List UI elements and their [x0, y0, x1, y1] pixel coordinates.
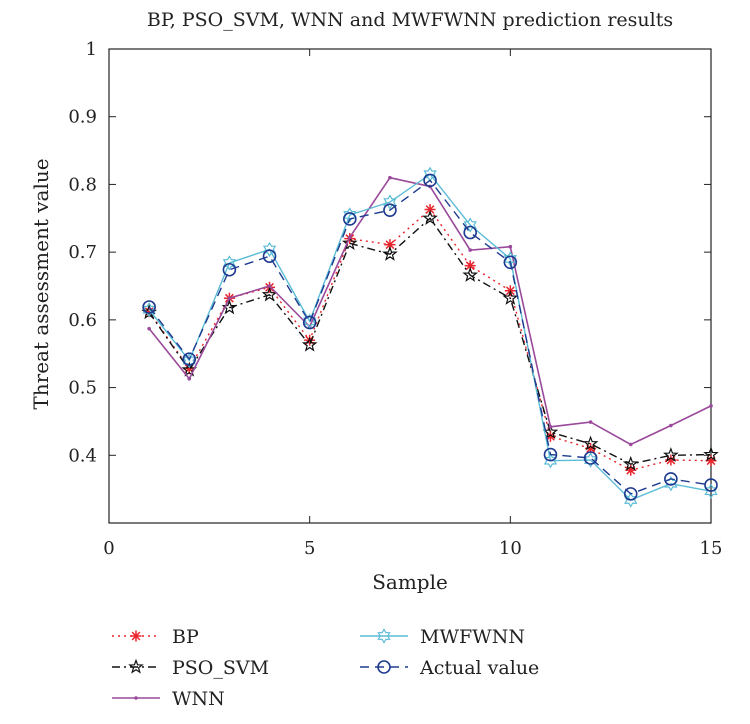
data-point [383, 194, 397, 210]
data-point [548, 425, 553, 429]
series-actual-value [142, 173, 718, 501]
data-point [221, 299, 238, 315]
legend-label: Actual value [419, 657, 539, 679]
data-point [705, 455, 717, 467]
data-point [622, 455, 639, 471]
plot-border [108, 48, 712, 524]
data-point [422, 210, 438, 225]
data-point [341, 235, 358, 251]
y-tick-label: 0.6 [68, 310, 97, 331]
data-point [301, 336, 318, 352]
y-tick-label: 0.7 [68, 242, 97, 263]
data-point [583, 451, 598, 465]
x-axis-label: Sample [372, 570, 448, 594]
series-line [148, 179, 712, 495]
legend-marker [134, 696, 138, 700]
y-axis-label: Threat assessment value [29, 158, 53, 409]
legend-label: MWFWNN [420, 626, 525, 648]
x-tick-label: 10 [499, 538, 522, 559]
data-point [628, 442, 633, 447]
data-point [543, 447, 558, 462]
data-point [267, 284, 272, 288]
legend-entry: BP [112, 626, 199, 648]
plot-area [108, 48, 712, 524]
x-axis: 0 5 10 15 [103, 49, 722, 559]
data-point [663, 447, 679, 462]
data-point [669, 423, 673, 428]
legend-marker [377, 660, 391, 674]
x-tick-label: 0 [103, 538, 114, 559]
data-point [382, 245, 398, 261]
legend-label: WNN [172, 688, 225, 710]
data-point [147, 326, 151, 331]
data-point [709, 404, 713, 408]
legend-marker [377, 628, 391, 644]
data-point [187, 376, 192, 381]
y-tick-label: 0.5 [68, 378, 97, 399]
x-tick-label: 15 [700, 538, 723, 559]
data-point [462, 266, 479, 282]
y-tick-label: 1 [86, 39, 97, 60]
data-point [348, 235, 352, 240]
data-point [388, 175, 392, 180]
data-point [468, 248, 473, 252]
series-line [148, 208, 712, 471]
data-point [502, 289, 519, 305]
data-point [503, 255, 518, 270]
legend-entry: PSO_SVM [112, 657, 269, 679]
legend-entry: MWFWNN [360, 626, 525, 648]
data-point [302, 315, 317, 330]
legend-label: BP [172, 626, 199, 648]
legend-entry: WNN [112, 688, 225, 710]
data-point [262, 249, 277, 264]
data-point [342, 212, 357, 226]
series-layer [141, 166, 719, 508]
data-point [383, 203, 397, 217]
data-point [303, 313, 317, 329]
y-tick-label: 0.4 [68, 445, 97, 466]
data-point [623, 487, 638, 501]
data-point [664, 472, 678, 486]
y-tick-label: 0.8 [68, 174, 97, 195]
legend-marker [128, 658, 144, 674]
series-line [148, 217, 712, 465]
legend: BP PSO_SVM WNN MWFWNN Actual value [112, 626, 539, 710]
y-tick-label: 0.9 [68, 107, 97, 128]
legend-label: PSO_SVM [172, 657, 269, 679]
data-point [463, 217, 477, 233]
series-pso-svm [141, 210, 719, 471]
data-point [222, 255, 237, 271]
data-point [463, 225, 478, 240]
x-tick-label: 5 [304, 538, 315, 559]
data-point [384, 239, 396, 251]
data-point [508, 244, 513, 249]
legend-entry: Actual value [360, 657, 539, 679]
series-bp [143, 203, 717, 476]
data-point [588, 420, 593, 424]
series-line [148, 173, 712, 501]
data-point [182, 352, 197, 366]
chart-title: BP, PSO_SVM, WNN and MWFWNN prediction r… [147, 9, 673, 31]
data-point [423, 173, 437, 188]
data-point [343, 207, 357, 223]
data-point [582, 435, 599, 451]
data-point [142, 300, 156, 314]
legend-marker [130, 630, 142, 642]
data-point [227, 296, 232, 300]
data-point [703, 446, 719, 462]
data-point [704, 478, 718, 492]
data-point [262, 241, 277, 258]
data-point [261, 286, 278, 302]
data-point [222, 262, 237, 277]
y-axis: 0.4 0.5 0.6 0.7 0.8 0.9 1 [68, 39, 711, 466]
